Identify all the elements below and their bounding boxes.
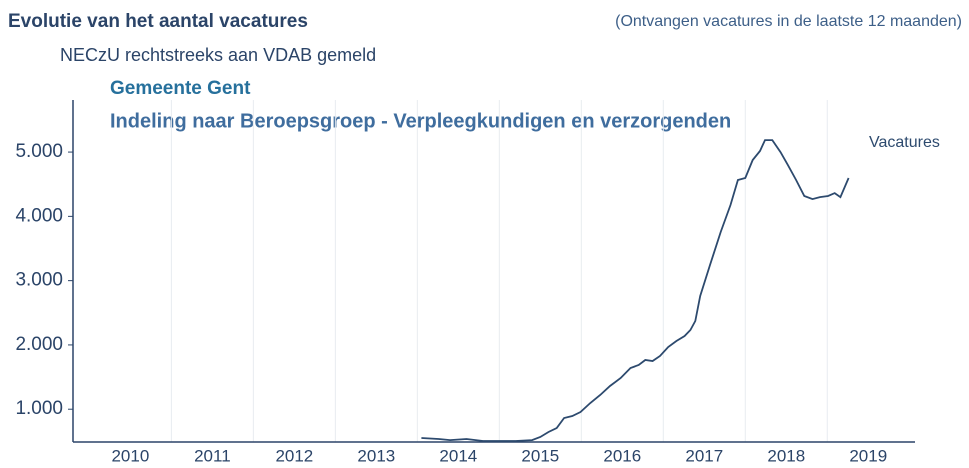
- x-tick-label: 2016: [603, 446, 641, 465]
- chart-subtitle: NECzU rechtstreeks aan VDAB gemeld: [60, 45, 376, 65]
- x-tick-label: 2010: [111, 446, 149, 465]
- x-tick-label: 2011: [194, 446, 231, 465]
- x-tick-label: 2017: [685, 446, 723, 465]
- y-tick-label: 4.000: [15, 205, 63, 226]
- chart-note: (Ontvangen vacatures in de laatste 12 ma…: [615, 13, 962, 30]
- y-tick-label: 3.000: [15, 270, 63, 291]
- x-tick-label: 2019: [849, 446, 887, 465]
- x-tick-label: 2018: [767, 446, 805, 465]
- series-line: [421, 139, 850, 442]
- y-tick-label: 5.000: [15, 141, 63, 162]
- x-tick-label: 2013: [357, 446, 395, 465]
- y-tick-label: 2.000: [15, 334, 63, 355]
- x-tick-label: 2012: [275, 446, 313, 465]
- region-title: Gemeente Gent: [110, 78, 251, 99]
- breakdown-title: Indeling naar Beroepsgroep - Verpleegkun…: [110, 110, 731, 132]
- x-tick-label: 2015: [521, 446, 559, 465]
- chart-title: Evolutie van het aantal vacatures: [8, 11, 308, 32]
- x-tick-label: 2014: [439, 446, 477, 465]
- series-label: Vacatures: [869, 134, 940, 151]
- y-tick-label: 1.000: [15, 398, 63, 419]
